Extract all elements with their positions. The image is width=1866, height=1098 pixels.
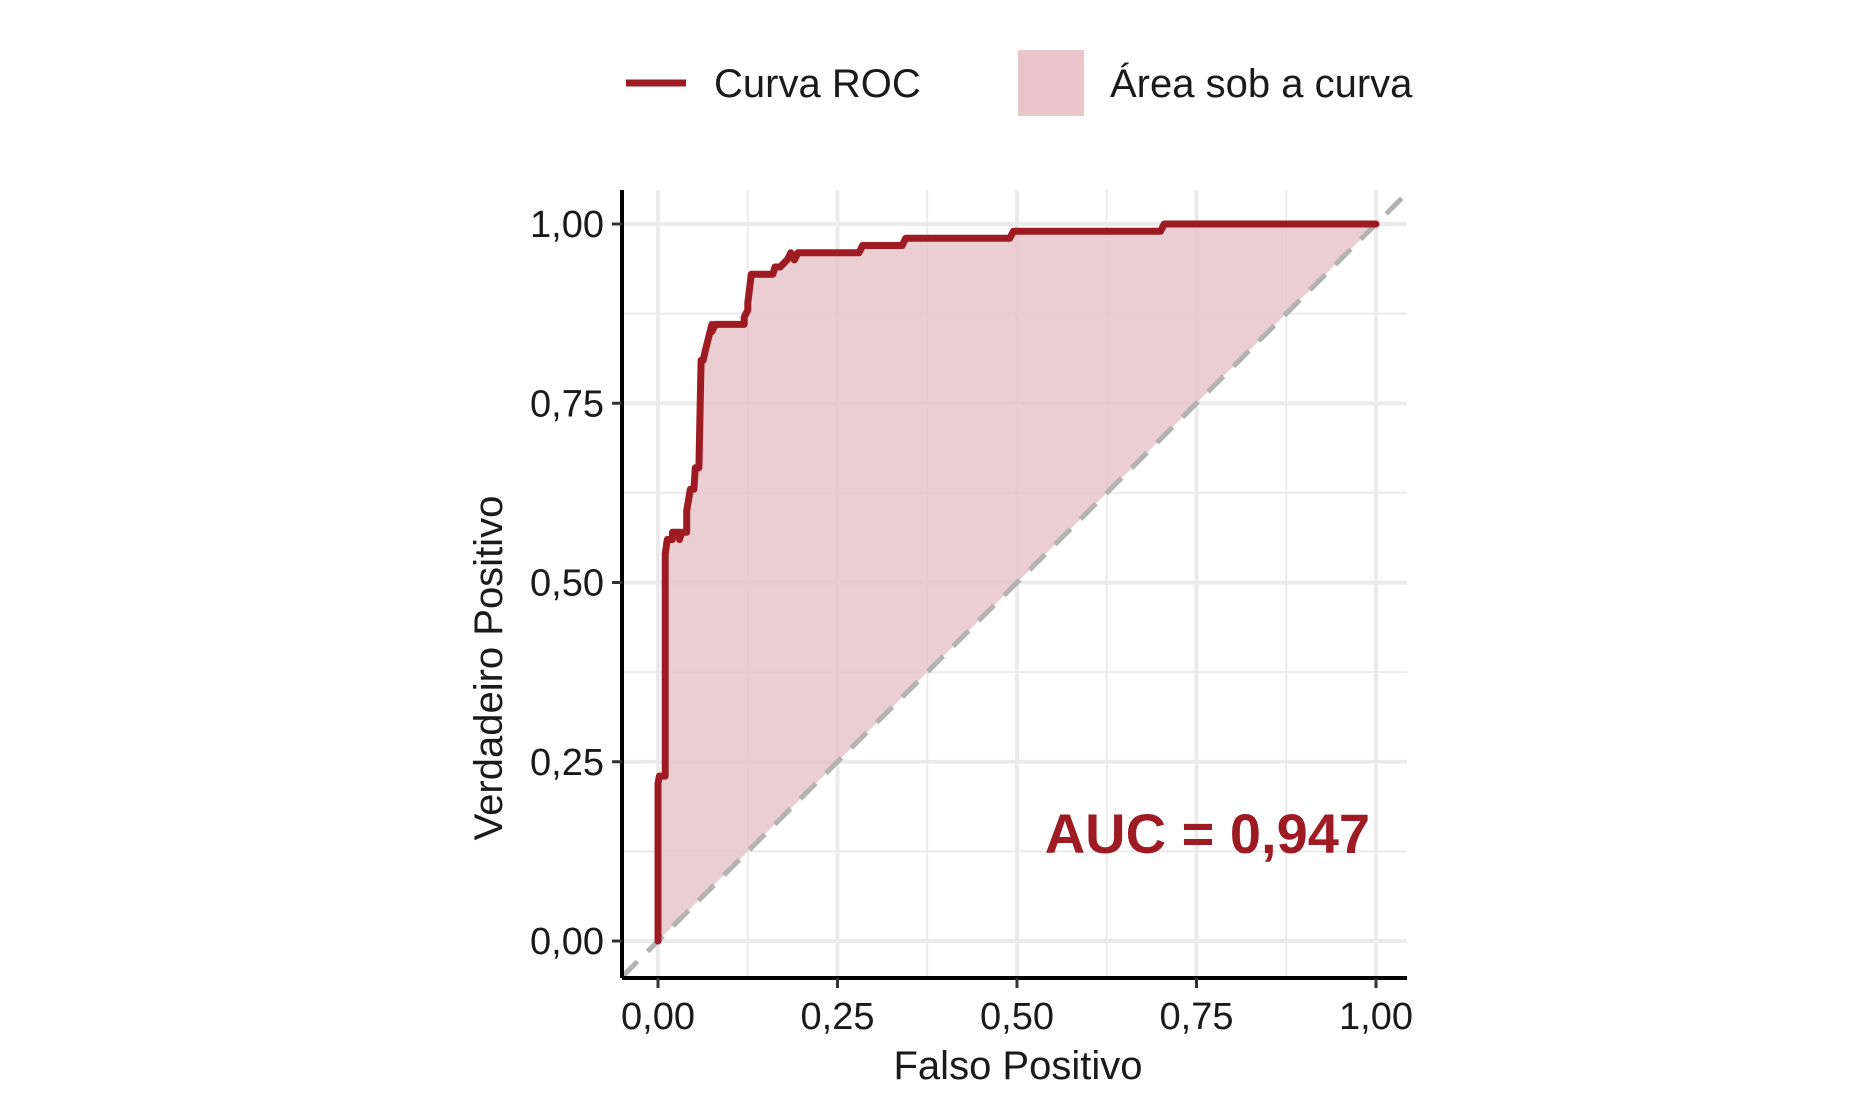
roc-curve-line: [654, 220, 1380, 945]
legend: Curva ROC Área sob a curva: [626, 50, 1413, 116]
x-tick-labels: 0,00 0,25 0,50 0,75 1,00: [621, 978, 1413, 1038]
legend-curve-label: Curva ROC: [714, 62, 921, 106]
y-tick-label: 0,75: [530, 383, 604, 425]
legend-area-swatch: [1018, 50, 1084, 116]
y-axis-title: Verdadeiro Positivo: [467, 496, 511, 841]
x-tick-label: 0,00: [621, 996, 695, 1038]
x-tick-label: 0,25: [801, 996, 875, 1038]
y-tick-label: 1,00: [530, 204, 604, 246]
x-tick-label: 0,75: [1160, 996, 1234, 1038]
y-tick-label: 0,25: [530, 742, 604, 784]
reference-diagonal: [620, 191, 1409, 979]
y-tick-label: 0,00: [530, 921, 604, 963]
diagonal-line: [620, 191, 1409, 979]
auc-label: AUC = 0,947: [1045, 802, 1370, 865]
legend-area-label: Área sob a curva: [1110, 61, 1413, 106]
y-tick-labels: 0,00 0,25 0,50 0,75 1,00: [530, 204, 622, 963]
roc-curve-series: [654, 220, 1380, 945]
x-axis-title: Falso Positivo: [894, 1044, 1143, 1088]
x-tick-label: 0,50: [980, 996, 1054, 1038]
y-tick-label: 0,50: [530, 563, 604, 605]
x-tick-label: 1,00: [1339, 996, 1413, 1038]
